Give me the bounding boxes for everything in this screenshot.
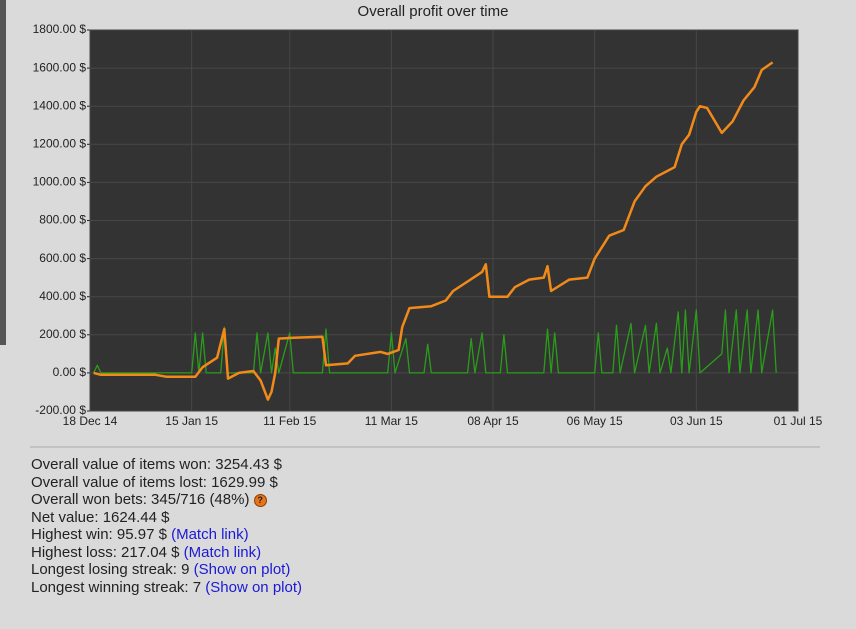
y-tick-label: 1800.00 $ xyxy=(33,22,87,36)
stat-row: Overall won bets: 345/716 (48%) ? xyxy=(31,491,302,509)
chart: Overall profit over time -200.00 $ 0.00 $… xyxy=(0,0,823,448)
y-tick-label: 1400.00 $ xyxy=(33,98,87,112)
x-tick-label: 08 Apr 15 xyxy=(467,414,519,428)
stat-row: Longest winning streak: 7 (Show on plot) xyxy=(31,579,302,597)
stats: Overall value of items won: 3254.43 $ Ove… xyxy=(31,456,302,596)
stat-text: Highest loss: 217.04 $ xyxy=(31,543,180,561)
stat-row: Overall value of items lost: 1629.99 $ xyxy=(31,474,302,492)
side-bar xyxy=(0,0,6,345)
stat-row: Highest loss: 217.04 $ (Match link) xyxy=(31,544,302,562)
y-tick-label: 400.00 $ xyxy=(39,289,86,303)
x-tick-label: 11 Mar 15 xyxy=(365,414,418,428)
stat-row: Net value: 1624.44 $ xyxy=(31,509,302,527)
y-tick-label: 200.00 $ xyxy=(39,327,86,341)
series-line xyxy=(93,61,774,401)
y-tick-label: 1600.00 $ xyxy=(33,60,87,74)
series-line xyxy=(93,309,777,374)
stat-row: Overall value of items won: 3254.43 $ xyxy=(31,456,302,474)
x-tick-label: 06 May 15 xyxy=(567,414,623,428)
stat-text: Highest win: 95.97 $ xyxy=(31,526,167,543)
stat-text: Longest losing streak: 9 xyxy=(31,561,190,578)
x-tick-label: 18 Dec 14 xyxy=(63,414,118,428)
stat-link[interactable]: (Show on plot) xyxy=(193,561,291,578)
stat-link[interactable]: (Match link) xyxy=(183,543,262,561)
chart-title: Overall profit over time xyxy=(358,3,509,20)
x-tick-label: 15 Jan 15 xyxy=(165,414,218,428)
stat-text: Overall won bets: 345/716 (48%) xyxy=(31,491,250,508)
stat-row: Highest win: 95.97 $ (Match link) xyxy=(31,526,302,544)
stat-text: Overall value of items won: 3254.43 $ xyxy=(31,456,282,473)
help-icon[interactable]: ? xyxy=(253,493,267,507)
stat-link[interactable]: (Match link) xyxy=(171,526,249,543)
x-tick-label: 11 Feb 15 xyxy=(263,414,316,428)
stat-text: Longest winning streak: 7 xyxy=(31,578,202,596)
y-tick-label: 1000.00 $ xyxy=(33,175,87,189)
y-tick-label: 0.00 $ xyxy=(53,365,87,379)
y-tick-label: 1200.00 $ xyxy=(33,136,87,150)
y-tick-label: 600.00 $ xyxy=(39,251,86,265)
stat-text: Net value: 1624.44 $ xyxy=(31,508,170,526)
stat-text: Overall value of items lost: 1629.99 $ xyxy=(31,473,278,491)
x-tick-label: 03 Jun 15 xyxy=(670,414,723,428)
stat-row: Longest losing streak: 9 (Show on plot) xyxy=(31,561,302,579)
y-tick-label: -200.00 $ xyxy=(35,403,86,417)
x-tick-label: 01 Jul 15 xyxy=(774,414,823,428)
y-tick-label: 800.00 $ xyxy=(39,213,86,227)
stat-link[interactable]: (Show on plot) xyxy=(205,578,302,596)
